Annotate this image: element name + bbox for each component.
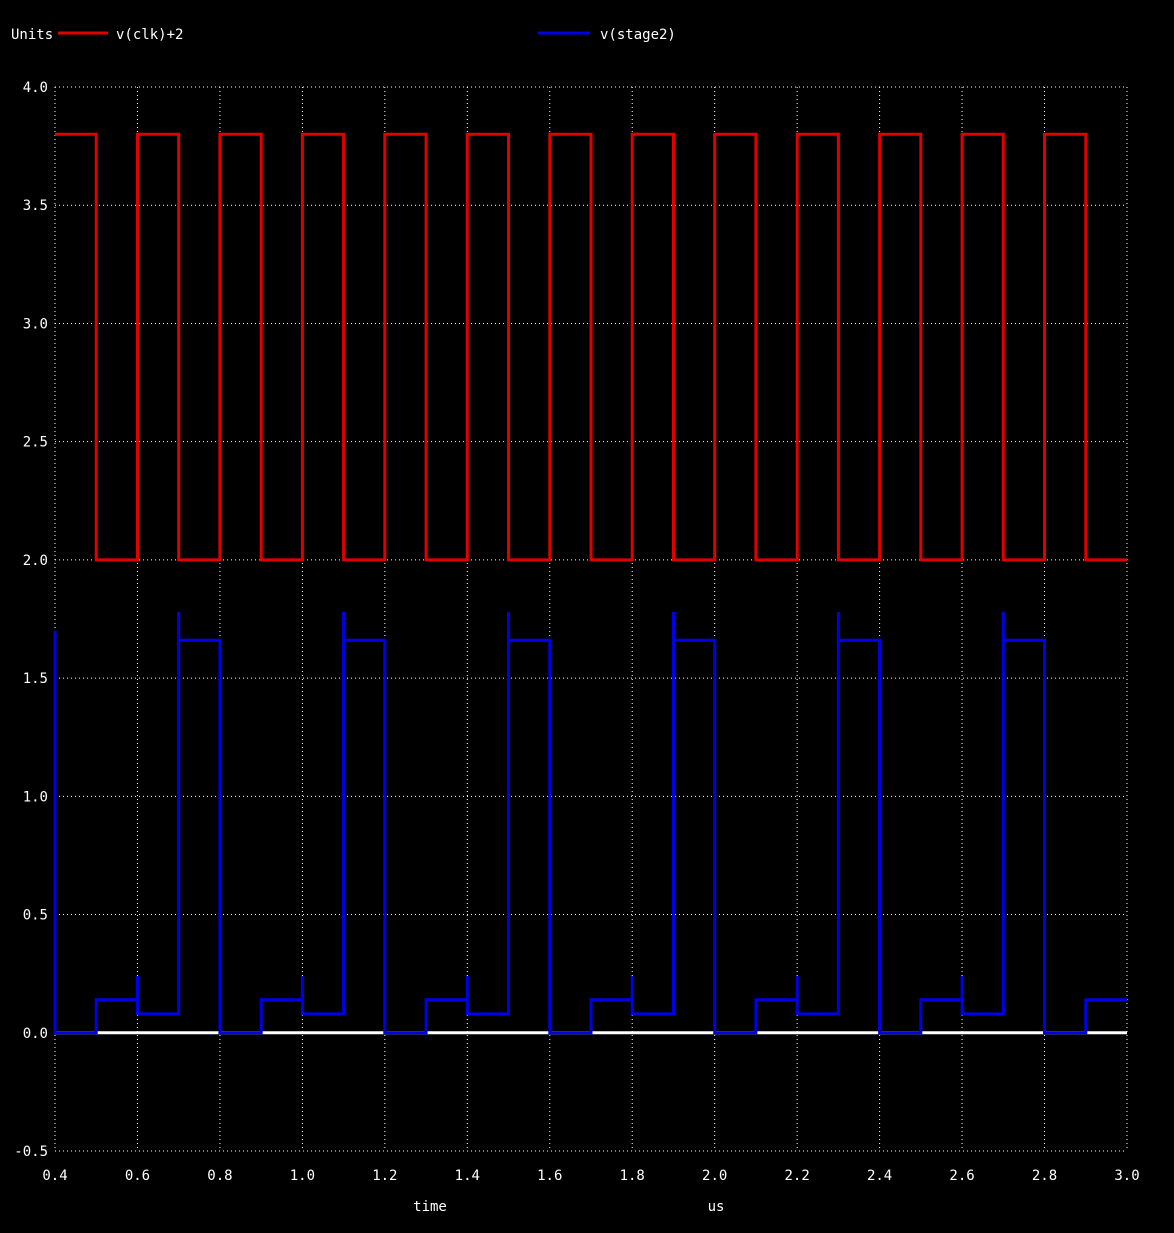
y-tick-labels: -0.5 0.0 0.5 1.0 1.5 2.0 2.5 3.0 3.5 4.0 <box>14 80 48 1160</box>
y-tick-label: 2.0 <box>23 553 48 569</box>
y-tick-label: -0.5 <box>14 1144 48 1160</box>
x-tick-label: 0.4 <box>42 1168 67 1184</box>
x-tick-label: 2.4 <box>867 1168 892 1184</box>
x-tick-label: 2.0 <box>702 1168 727 1184</box>
series-layer <box>53 132 1127 1035</box>
units-label: Units <box>11 27 53 43</box>
legend: Units v(clk)+2 v(stage2) <box>11 27 676 43</box>
x-axis-label: time <box>413 1199 447 1215</box>
x-tick-label: 1.8 <box>620 1168 645 1184</box>
y-tick-label: 3.0 <box>23 316 48 332</box>
series-line-stage2 <box>53 611 1127 1035</box>
y-tick-label: 0.0 <box>23 1026 48 1042</box>
y-tick-label: 0.5 <box>23 908 48 924</box>
x-tick-label: 0.8 <box>207 1168 232 1184</box>
x-tick-label: 1.2 <box>372 1168 397 1184</box>
x-tick-label: 2.2 <box>785 1168 810 1184</box>
x-tick-label: 2.8 <box>1032 1168 1057 1184</box>
x-axis-unit: us <box>708 1199 725 1215</box>
legend-label-clk: v(clk)+2 <box>116 27 183 43</box>
y-tick-label: 1.5 <box>23 671 48 687</box>
series-line-clk <box>55 132 1127 562</box>
legend-label-stage2: v(stage2) <box>600 27 676 43</box>
y-tick-label: 4.0 <box>23 80 48 96</box>
y-tick-label: 1.0 <box>23 789 48 805</box>
x-tick-labels: 0.4 0.6 0.8 1.0 1.2 1.4 1.6 1.8 2.0 2.2 2.4 2.6 2.8 3… <box>42 1168 1139 1184</box>
x-tick-label: 3.0 <box>1114 1168 1139 1184</box>
x-tick-label: 1.6 <box>537 1168 562 1184</box>
x-tick-label: 2.6 <box>949 1168 974 1184</box>
x-tick-label: 1.4 <box>455 1168 480 1184</box>
y-tick-label: 3.5 <box>23 198 48 214</box>
x-tick-label: 1.0 <box>290 1168 315 1184</box>
x-tick-label: 0.6 <box>125 1168 150 1184</box>
y-tick-label: 2.5 <box>23 435 48 451</box>
